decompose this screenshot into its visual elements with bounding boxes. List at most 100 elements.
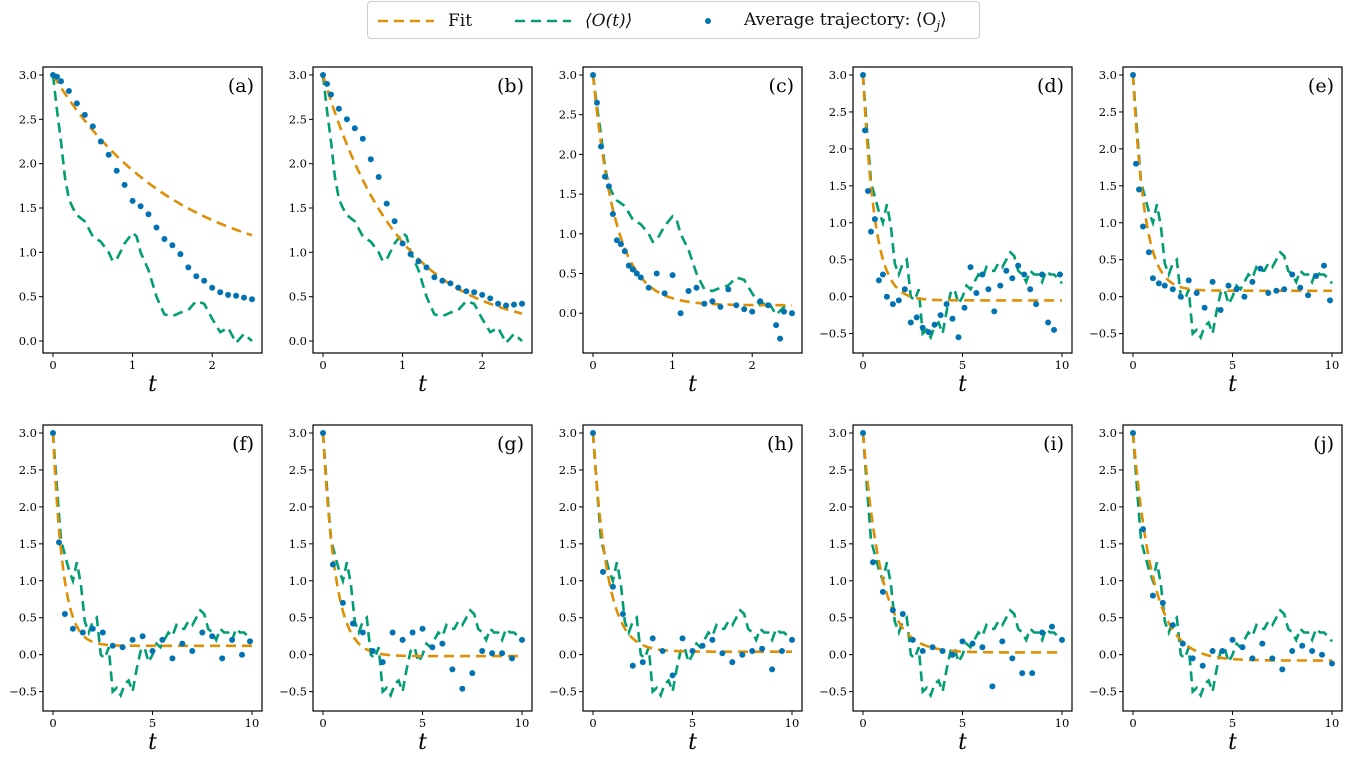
- x-axis-label: t: [148, 372, 157, 397]
- avg-point: [949, 315, 956, 322]
- avg-point: [324, 80, 330, 87]
- plot-area: [590, 430, 795, 699]
- legend-avg: Average trajectory: ⟨Oj⟩: [696, 2, 947, 40]
- avg-point: [1289, 271, 1296, 278]
- y-tick-label: 2.5: [559, 463, 577, 477]
- plot-area: [50, 72, 255, 346]
- avg-point: [719, 650, 726, 657]
- y-tick-label: 1.5: [1099, 537, 1117, 551]
- avg-point: [137, 203, 144, 210]
- y-tick-label: 2.0: [1099, 142, 1117, 156]
- y-tick-label: 2.5: [1099, 463, 1117, 477]
- y-tick-label: −0.5: [819, 685, 847, 699]
- avg-point: [590, 430, 596, 436]
- avg-point: [1209, 648, 1216, 654]
- x-tick-label: 5: [959, 358, 966, 372]
- y-tick-label: 1.0: [559, 227, 577, 241]
- avg-point: [749, 648, 756, 654]
- avg-point: [1021, 271, 1028, 278]
- x-tick-label: 10: [1325, 716, 1340, 730]
- avg-point: [875, 277, 882, 284]
- avg-point: [139, 633, 146, 640]
- y-tick-label: 1.0: [829, 574, 847, 588]
- avg-point: [991, 308, 998, 315]
- y-tick-label: 0.0: [829, 648, 847, 662]
- x-tick-label: 0: [589, 716, 596, 730]
- y-tick-label: 1.0: [289, 245, 307, 259]
- y-tick-label: 2.5: [289, 112, 307, 126]
- series-fit-line: [591, 74, 792, 307]
- y-tick-label: 3.0: [559, 68, 577, 82]
- y-tick-label: −0.5: [549, 685, 577, 699]
- panel-h: −0.5 0.0 0.5 1.0 1.5 2.0 2.5 3.0 0 5 10 t (h): [549, 424, 803, 755]
- avg-point: [1233, 286, 1240, 293]
- avg-point: [217, 289, 224, 296]
- avg-point: [447, 280, 454, 287]
- avg-point: [949, 651, 956, 658]
- avg-point: [509, 655, 515, 662]
- avg-point: [1015, 262, 1022, 269]
- plot-area: [1130, 430, 1335, 699]
- avg-point: [639, 659, 646, 666]
- avg-point: [201, 277, 208, 284]
- avg-point: [409, 629, 416, 636]
- y-tick-label: 2.0: [289, 157, 307, 171]
- avg-point: [389, 629, 396, 636]
- series-fit-line: [321, 432, 522, 658]
- y-tick-label: 0.5: [829, 611, 847, 625]
- avg-point: [119, 644, 126, 651]
- y-tick-label: 0.0: [559, 306, 577, 320]
- legend-avg-sub: j: [936, 18, 941, 33]
- avg-point: [609, 583, 616, 590]
- panel-b: 0.0 0.5 1.0 1.5 2.0 2.5 3.0 0 1 2 t (b): [289, 66, 533, 397]
- series-o-t-line: [321, 74, 523, 346]
- y-tick-label: 2.0: [19, 157, 37, 171]
- avg-point: [669, 672, 676, 679]
- x-tick-label: 5: [959, 716, 966, 730]
- avg-point: [1161, 282, 1168, 289]
- x-axis-label: t: [958, 372, 967, 397]
- avg-point: [645, 284, 652, 291]
- avg-point: [979, 644, 986, 651]
- x-tick-label: 0: [49, 358, 56, 372]
- avg-point: [129, 197, 136, 204]
- legend-o-t: ⟨O(t)⟩: [513, 2, 632, 40]
- avg-point: [439, 640, 446, 647]
- y-tick-label: −0.5: [819, 327, 847, 341]
- x-tick-label: 2: [479, 358, 486, 372]
- x-axis-label: t: [418, 730, 427, 755]
- avg-point: [1273, 287, 1280, 294]
- y-tick-label: 0.0: [289, 334, 307, 348]
- avg-point: [1149, 275, 1156, 282]
- y-tick-label: 0.0: [289, 648, 307, 662]
- avg-point: [1155, 280, 1162, 287]
- avg-point: [860, 430, 866, 436]
- y-tick-label: 0.0: [1099, 648, 1117, 662]
- avg-point: [969, 640, 976, 647]
- y-tick-label: 2.5: [559, 108, 577, 122]
- avg-point: [1133, 160, 1139, 167]
- avg-point: [463, 288, 470, 295]
- avg-point: [56, 539, 62, 546]
- avg-point: [661, 290, 668, 297]
- avg-point: [249, 296, 255, 303]
- series-o-t-line: [1131, 432, 1334, 699]
- series-o-t-line: [1131, 74, 1334, 341]
- avg-point: [1136, 186, 1142, 193]
- plot-area: [1130, 72, 1334, 341]
- panel-label: (a): [228, 75, 254, 97]
- avg-point: [929, 644, 936, 651]
- series-o-t-line: [861, 432, 1064, 699]
- avg-point: [777, 335, 784, 342]
- avg-point: [399, 636, 406, 643]
- legend-fit-swatch: [378, 19, 434, 23]
- avg-point: [169, 242, 176, 249]
- avg-point: [1029, 670, 1036, 677]
- avg-point: [149, 648, 156, 654]
- plot-area: [860, 430, 1065, 699]
- avg-point: [189, 648, 196, 654]
- y-tick-label: 0.5: [559, 267, 577, 281]
- y-tick-label: 1.0: [19, 574, 37, 588]
- y-tick-label: 1.0: [829, 216, 847, 230]
- avg-point: [889, 607, 896, 614]
